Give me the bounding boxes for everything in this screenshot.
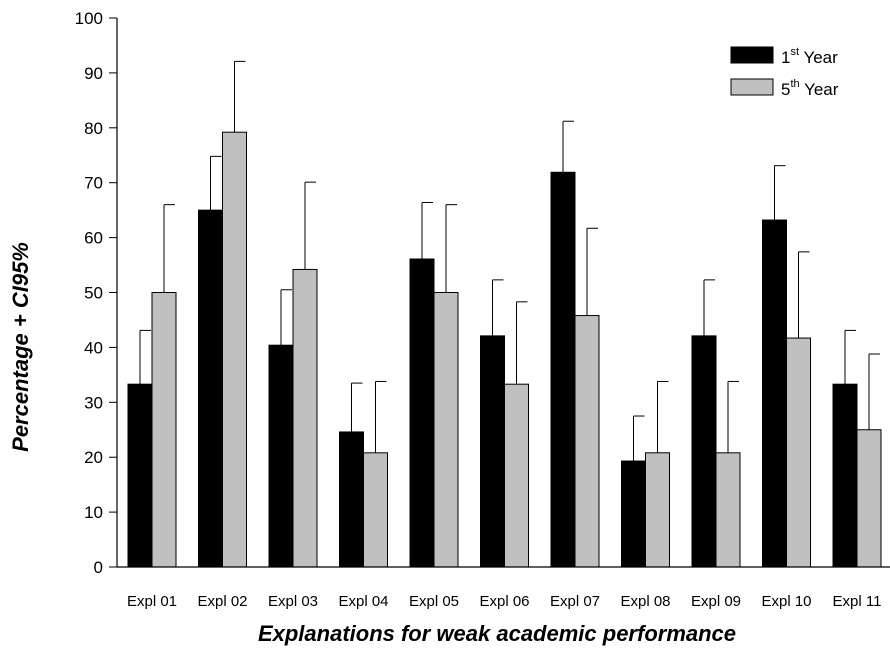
error-bar-1st-year-8	[633, 415, 645, 462]
y-tick-label-60: 60	[84, 229, 103, 248]
y-tick-label-70: 70	[84, 174, 103, 193]
bar-1st-year-10	[762, 219, 787, 568]
error-bar-5th-year-9	[727, 380, 739, 453]
error-bar-1st-year-3	[280, 289, 292, 346]
error-bar-5th-year-6	[516, 301, 528, 385]
x-tick-label-6: Expl 06	[479, 593, 529, 610]
bar-5th-year-6	[504, 383, 529, 568]
bar-5th-year-1	[151, 292, 177, 568]
bar-1st-year-7	[550, 171, 576, 568]
legend-label-1st-year: 1st Year	[781, 46, 838, 67]
x-tick-label-11: Expl 11	[833, 593, 882, 610]
x-axis-title: Explanations for weak academic performan…	[258, 621, 736, 646]
y-tick-label-10: 10	[84, 503, 103, 522]
error-bar-1st-year-9	[703, 279, 715, 336]
error-bar-5th-year-1	[163, 204, 175, 293]
y-tick-label-100: 100	[75, 9, 103, 28]
error-bar-1st-year-7	[562, 120, 574, 173]
x-tick-label-5: Expl 05	[409, 593, 459, 610]
y-tick-label-80: 80	[84, 119, 103, 138]
bar-5th-year-10	[786, 337, 811, 568]
x-tick-label-1: Expl 01	[127, 593, 177, 610]
x-tick-label-7: Expl 07	[550, 593, 600, 610]
legend: 1st Year 5th Year	[730, 46, 839, 99]
bar-5th-year-4	[363, 452, 388, 568]
bar-5th-year-11	[856, 429, 882, 568]
y-tick-label-0: 0	[94, 558, 103, 577]
x-tick-label-2: Expl 02	[197, 593, 247, 610]
bar-1st-year-2	[198, 209, 223, 568]
bar-5th-year-8	[645, 452, 670, 568]
bar-1st-year-11	[832, 383, 858, 568]
error-bar-1st-year-6	[492, 279, 504, 336]
bar-5th-year-9	[715, 452, 741, 568]
y-ticks-layer: 0 10 20 30 40 50 60 70 80 90 100	[75, 9, 117, 577]
error-bar-5th-year-8	[657, 380, 669, 453]
y-tick-label-90: 90	[84, 64, 103, 83]
bar-5th-year-5	[433, 292, 459, 568]
error-bar-5th-year-2	[234, 60, 246, 133]
error-bar-5th-year-5	[445, 204, 457, 293]
error-bar-1st-year-4	[351, 382, 363, 432]
bar-1st-year-4	[339, 431, 364, 568]
bar-1st-year-8	[621, 460, 646, 568]
y-tick-label-20: 20	[84, 448, 103, 467]
error-bar-5th-year-10	[798, 251, 810, 339]
bar-1st-year-9	[691, 335, 717, 568]
bar-5th-year-7	[574, 315, 600, 568]
error-bar-1st-year-5	[421, 201, 433, 260]
error-bar-5th-year-11	[868, 353, 880, 430]
legend-swatch-5th-year	[730, 78, 774, 96]
y-axis-title: Percentage + CI95%	[8, 242, 33, 452]
x-labels-layer: Expl 01 Expl 02 Expl 03 Expl 04 Expl 05 Expl …	[127, 593, 881, 610]
bar-5th-year-3	[292, 268, 318, 568]
y-tick-label-50: 50	[84, 284, 103, 303]
y-tick-label-30: 30	[84, 393, 103, 412]
bar-1st-year-5	[409, 258, 435, 568]
error-bars-layer	[139, 60, 880, 462]
error-bar-5th-year-7	[586, 227, 598, 316]
bar-5th-year-2	[222, 131, 247, 568]
x-tick-label-3: Expl 03	[268, 593, 318, 610]
bars-layer	[127, 131, 882, 568]
error-bar-1st-year-11	[844, 329, 856, 385]
x-tick-label-9: Expl 09	[691, 593, 741, 610]
x-tick-label-10: Expl 10	[761, 593, 811, 610]
error-bar-1st-year-1	[139, 329, 151, 385]
error-bar-1st-year-10	[774, 165, 786, 221]
x-tick-label-4: Expl 04	[338, 593, 388, 610]
error-bar-5th-year-3	[304, 181, 316, 270]
y-tick-label-40: 40	[84, 338, 103, 357]
error-bar-5th-year-4	[375, 380, 387, 453]
bar-1st-year-1	[127, 383, 153, 568]
bar-1st-year-3	[268, 344, 294, 568]
legend-swatch-1st-year	[730, 46, 774, 64]
error-bar-1st-year-2	[210, 155, 222, 211]
bar-1st-year-6	[480, 335, 505, 568]
legend-label-5th-year: 5th Year	[781, 78, 839, 99]
x-tick-label-8: Expl 08	[620, 593, 670, 610]
